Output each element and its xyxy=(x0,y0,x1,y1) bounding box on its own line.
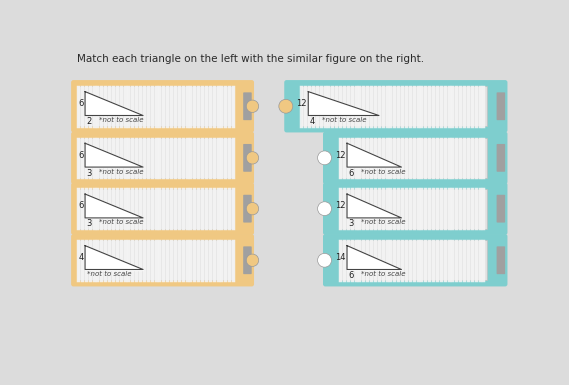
Polygon shape xyxy=(308,92,379,116)
FancyBboxPatch shape xyxy=(323,182,508,235)
Text: *not to scale: *not to scale xyxy=(99,219,143,226)
Polygon shape xyxy=(347,246,402,270)
FancyBboxPatch shape xyxy=(497,92,505,120)
Polygon shape xyxy=(347,194,402,218)
Text: *not to scale: *not to scale xyxy=(86,271,131,277)
Text: 6: 6 xyxy=(78,99,84,108)
FancyBboxPatch shape xyxy=(284,80,508,132)
Bar xyxy=(339,189,487,229)
Text: *not to scale: *not to scale xyxy=(361,219,406,226)
Text: 3: 3 xyxy=(349,219,354,228)
Circle shape xyxy=(246,152,259,164)
Text: 6: 6 xyxy=(78,201,84,211)
FancyBboxPatch shape xyxy=(71,234,254,286)
Bar xyxy=(77,240,234,280)
Text: 6: 6 xyxy=(349,169,354,177)
Circle shape xyxy=(246,254,259,266)
Bar xyxy=(339,240,487,280)
Text: 4: 4 xyxy=(310,117,315,126)
Bar xyxy=(339,138,487,178)
Text: 12: 12 xyxy=(296,99,307,108)
Circle shape xyxy=(246,100,259,112)
Text: 2: 2 xyxy=(86,117,92,126)
Text: 14: 14 xyxy=(335,253,345,262)
Bar xyxy=(300,86,487,126)
FancyBboxPatch shape xyxy=(243,92,251,120)
Circle shape xyxy=(318,202,332,216)
Polygon shape xyxy=(85,92,143,116)
Bar xyxy=(77,86,234,126)
FancyBboxPatch shape xyxy=(71,182,254,235)
Polygon shape xyxy=(347,143,402,167)
Text: 3: 3 xyxy=(86,169,92,177)
Text: *not to scale: *not to scale xyxy=(99,169,143,175)
Text: *not to scale: *not to scale xyxy=(322,117,367,123)
FancyBboxPatch shape xyxy=(243,246,251,274)
Bar xyxy=(77,138,234,178)
Circle shape xyxy=(246,203,259,215)
Bar xyxy=(77,189,234,229)
FancyBboxPatch shape xyxy=(243,195,251,223)
Circle shape xyxy=(279,99,293,113)
Circle shape xyxy=(318,151,332,165)
Polygon shape xyxy=(85,194,143,218)
FancyBboxPatch shape xyxy=(71,80,254,132)
Text: 6: 6 xyxy=(78,151,84,160)
FancyBboxPatch shape xyxy=(497,246,505,274)
Text: 3: 3 xyxy=(86,219,92,228)
FancyBboxPatch shape xyxy=(243,144,251,172)
FancyBboxPatch shape xyxy=(323,234,508,286)
Text: 6: 6 xyxy=(349,271,354,280)
Text: 12: 12 xyxy=(335,151,345,160)
Polygon shape xyxy=(85,143,143,167)
Text: *not to scale: *not to scale xyxy=(99,117,143,123)
Circle shape xyxy=(318,253,332,267)
Text: *not to scale: *not to scale xyxy=(361,271,406,277)
Text: *not to scale: *not to scale xyxy=(361,169,406,175)
FancyBboxPatch shape xyxy=(71,132,254,184)
Text: 4: 4 xyxy=(79,253,84,262)
Polygon shape xyxy=(85,246,143,270)
FancyBboxPatch shape xyxy=(497,144,505,172)
Text: 12: 12 xyxy=(335,201,345,211)
Text: Match each triangle on the left with the similar figure on the right.: Match each triangle on the left with the… xyxy=(77,54,424,64)
FancyBboxPatch shape xyxy=(323,132,508,184)
FancyBboxPatch shape xyxy=(497,195,505,223)
